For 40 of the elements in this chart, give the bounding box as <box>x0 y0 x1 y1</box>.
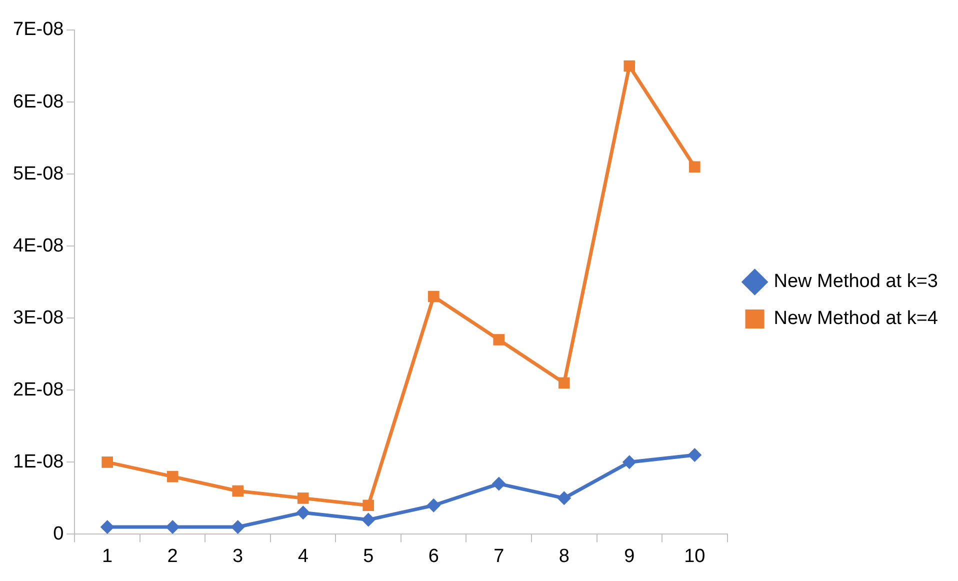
point <box>426 498 441 512</box>
point <box>230 520 245 534</box>
x-tick-label: 3 <box>232 546 244 567</box>
point <box>557 491 572 506</box>
point <box>102 456 113 468</box>
y-tick-label: 6E-08 <box>13 91 64 112</box>
point <box>622 455 636 470</box>
point <box>166 470 178 482</box>
y-tick-label: 7E-08 <box>13 19 64 40</box>
y-tick-label: 3E-08 <box>13 307 64 328</box>
point <box>297 492 309 504</box>
x-tick-label: 5 <box>363 546 374 567</box>
point <box>624 60 636 72</box>
point <box>558 377 570 389</box>
x-tick-label: 9 <box>624 546 635 567</box>
point <box>493 334 505 346</box>
x-tick-label: 10 <box>684 546 706 567</box>
point <box>166 520 180 534</box>
point <box>428 290 440 302</box>
point <box>688 161 700 173</box>
y-tick-label: 1E-08 <box>13 451 64 472</box>
x-tick-label: 4 <box>298 546 309 567</box>
x-tick-label: 7 <box>494 546 504 567</box>
y-tick-label: 5E-08 <box>13 163 64 184</box>
y-tick-label: 4E-08 <box>13 235 64 256</box>
point <box>100 520 114 534</box>
y-tick-label: 0 <box>53 523 64 544</box>
point <box>492 476 506 491</box>
point <box>232 485 244 497</box>
point <box>361 512 376 527</box>
legend-label: New Method at k=3 <box>774 271 938 292</box>
y-tick-label: 2E-08 <box>13 379 64 400</box>
point <box>688 448 702 462</box>
legend-label: New Method at k=4 <box>774 308 938 330</box>
point <box>362 500 374 512</box>
x-tick-label: 6 <box>428 546 439 567</box>
x-tick-label: 8 <box>558 546 570 567</box>
x-tick-label: 1 <box>102 546 113 567</box>
x-tick-label: 2 <box>167 546 178 567</box>
point <box>296 506 310 520</box>
